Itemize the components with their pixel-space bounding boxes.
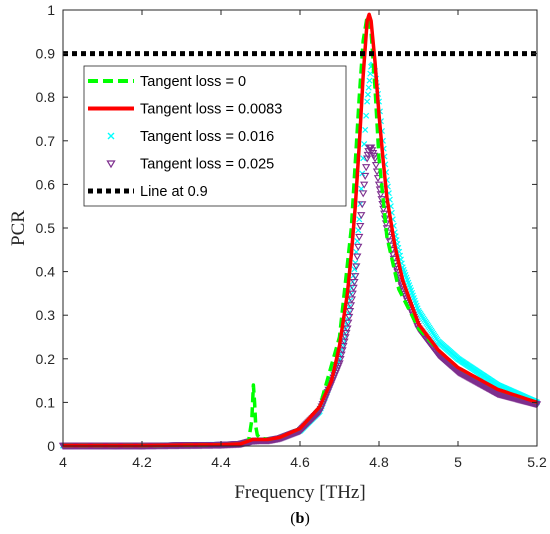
x-marker: [351, 266, 358, 273]
legend-label: Tangent loss = 0.025: [140, 157, 274, 173]
triangle-marker: [347, 296, 356, 304]
x-tick-label: 5.2: [527, 454, 547, 470]
triangle-marker: [348, 290, 357, 298]
axis-ticks: 4 4.2 4.4 4.6 4.8 5 5.2 0 0.1 0.2 0.3 0.4 0.5 0.6 0.7 0…: [36, 2, 547, 470]
triangle-marker: [351, 273, 360, 281]
triangle-marker: [385, 238, 395, 246]
triangle-marker: [358, 201, 367, 209]
x-tick-label: 5: [454, 454, 462, 470]
series-line: [63, 12, 538, 448]
triangle-marker: [349, 284, 358, 292]
triangle-marker: [371, 161, 381, 170]
triangle-marker: [353, 253, 362, 261]
y-tick-label: 0.1: [36, 394, 56, 410]
legend-label: Tangent loss = 0: [140, 74, 246, 90]
triangle-marker: [343, 325, 352, 333]
x-tick-label: 4.6: [290, 454, 310, 470]
y-tick-label: 0.5: [36, 220, 56, 236]
triangle-marker: [345, 308, 355, 316]
triangle-marker: [354, 243, 363, 251]
x-tick-label: 4.2: [132, 454, 152, 470]
y-tick-label: 0.4: [36, 264, 56, 280]
y-tick-label: 0: [47, 438, 55, 454]
x-tick-label: 4: [59, 454, 67, 470]
y-axis-title: PCR: [8, 210, 29, 246]
legend-label: Tangent loss = 0.016: [140, 129, 274, 145]
x-marker: [367, 70, 374, 77]
figure-sub-caption: (b): [290, 510, 310, 527]
triangle-marker: [388, 251, 397, 259]
series-1: [63, 12, 538, 448]
legend: Tangent loss = 0 Tangent loss = 0.0083 Tan…: [83, 65, 347, 207]
triangle-marker: [357, 212, 366, 220]
y-tick-label: 0.6: [36, 176, 56, 192]
figure-sub-caption-letter: b: [296, 510, 305, 527]
x-marker: [363, 112, 370, 119]
y-tick-label: 0.7: [36, 133, 56, 149]
x-marker: [364, 98, 371, 105]
x-tick-label: 4.8: [369, 454, 389, 470]
legend-swatch: [107, 132, 115, 140]
triangle-marker: [359, 190, 368, 198]
x-marker: [364, 91, 371, 98]
triangle-marker: [344, 313, 354, 321]
triangle-marker: [350, 278, 359, 287]
triangle-marker: [361, 172, 370, 180]
legend-swatch: [106, 160, 116, 169]
legend-box: [83, 65, 347, 207]
x-axis-title: Frequency [THz]: [234, 482, 365, 503]
triangle-marker: [362, 164, 371, 172]
triangle-marker: [356, 223, 365, 231]
x-marker: [365, 84, 372, 91]
x-marker: [362, 126, 369, 133]
y-tick-label: 0.2: [36, 351, 56, 367]
triangle-marker: [370, 155, 380, 163]
triangle-marker: [346, 302, 356, 310]
legend-label: Tangent loss = 0.0083: [140, 102, 282, 118]
x-marker: [366, 77, 373, 84]
x-tick-label: 4.4: [211, 454, 231, 470]
legend-label: Line at 0.9: [140, 184, 208, 200]
triangle-marker: [344, 319, 353, 327]
y-tick-label: 1: [47, 2, 55, 18]
triangle-marker: [352, 263, 361, 271]
triangle-marker: [355, 233, 364, 242]
y-tick-label: 0.3: [36, 307, 56, 323]
y-tick-label: 0.8: [36, 89, 56, 105]
triangle-marker: [360, 181, 369, 189]
y-tick-label: 0.9: [36, 46, 56, 62]
